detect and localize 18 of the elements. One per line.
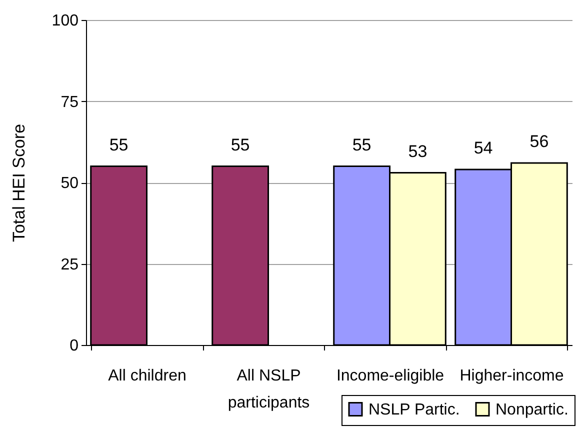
y-tick-label: 75 (60, 94, 79, 111)
legend-label: Nonpartic. (495, 401, 568, 418)
x-tick-label: All children (108, 368, 186, 384)
x-tick-label: All NSLP participants (228, 368, 310, 412)
legend-label: NSLP Partic. (368, 401, 460, 418)
x-tick-label: Higher-income (460, 368, 564, 384)
data-label: 53 (408, 142, 428, 161)
x-tick-label: Income-eligible (336, 368, 444, 384)
data-label: 55 (352, 135, 372, 154)
y-tick-label: 25 (60, 256, 79, 274)
data-label: 55 (230, 135, 250, 154)
data-label: 55 (109, 135, 128, 154)
data-label: 54 (474, 138, 493, 158)
y-tick-label: 100 (52, 12, 79, 30)
data-label: 56 (530, 132, 549, 151)
y-axis-title: Total HEI Score (10, 124, 28, 242)
y-tick-label: 50 (60, 175, 79, 192)
y-tick-label: 0 (70, 338, 79, 354)
